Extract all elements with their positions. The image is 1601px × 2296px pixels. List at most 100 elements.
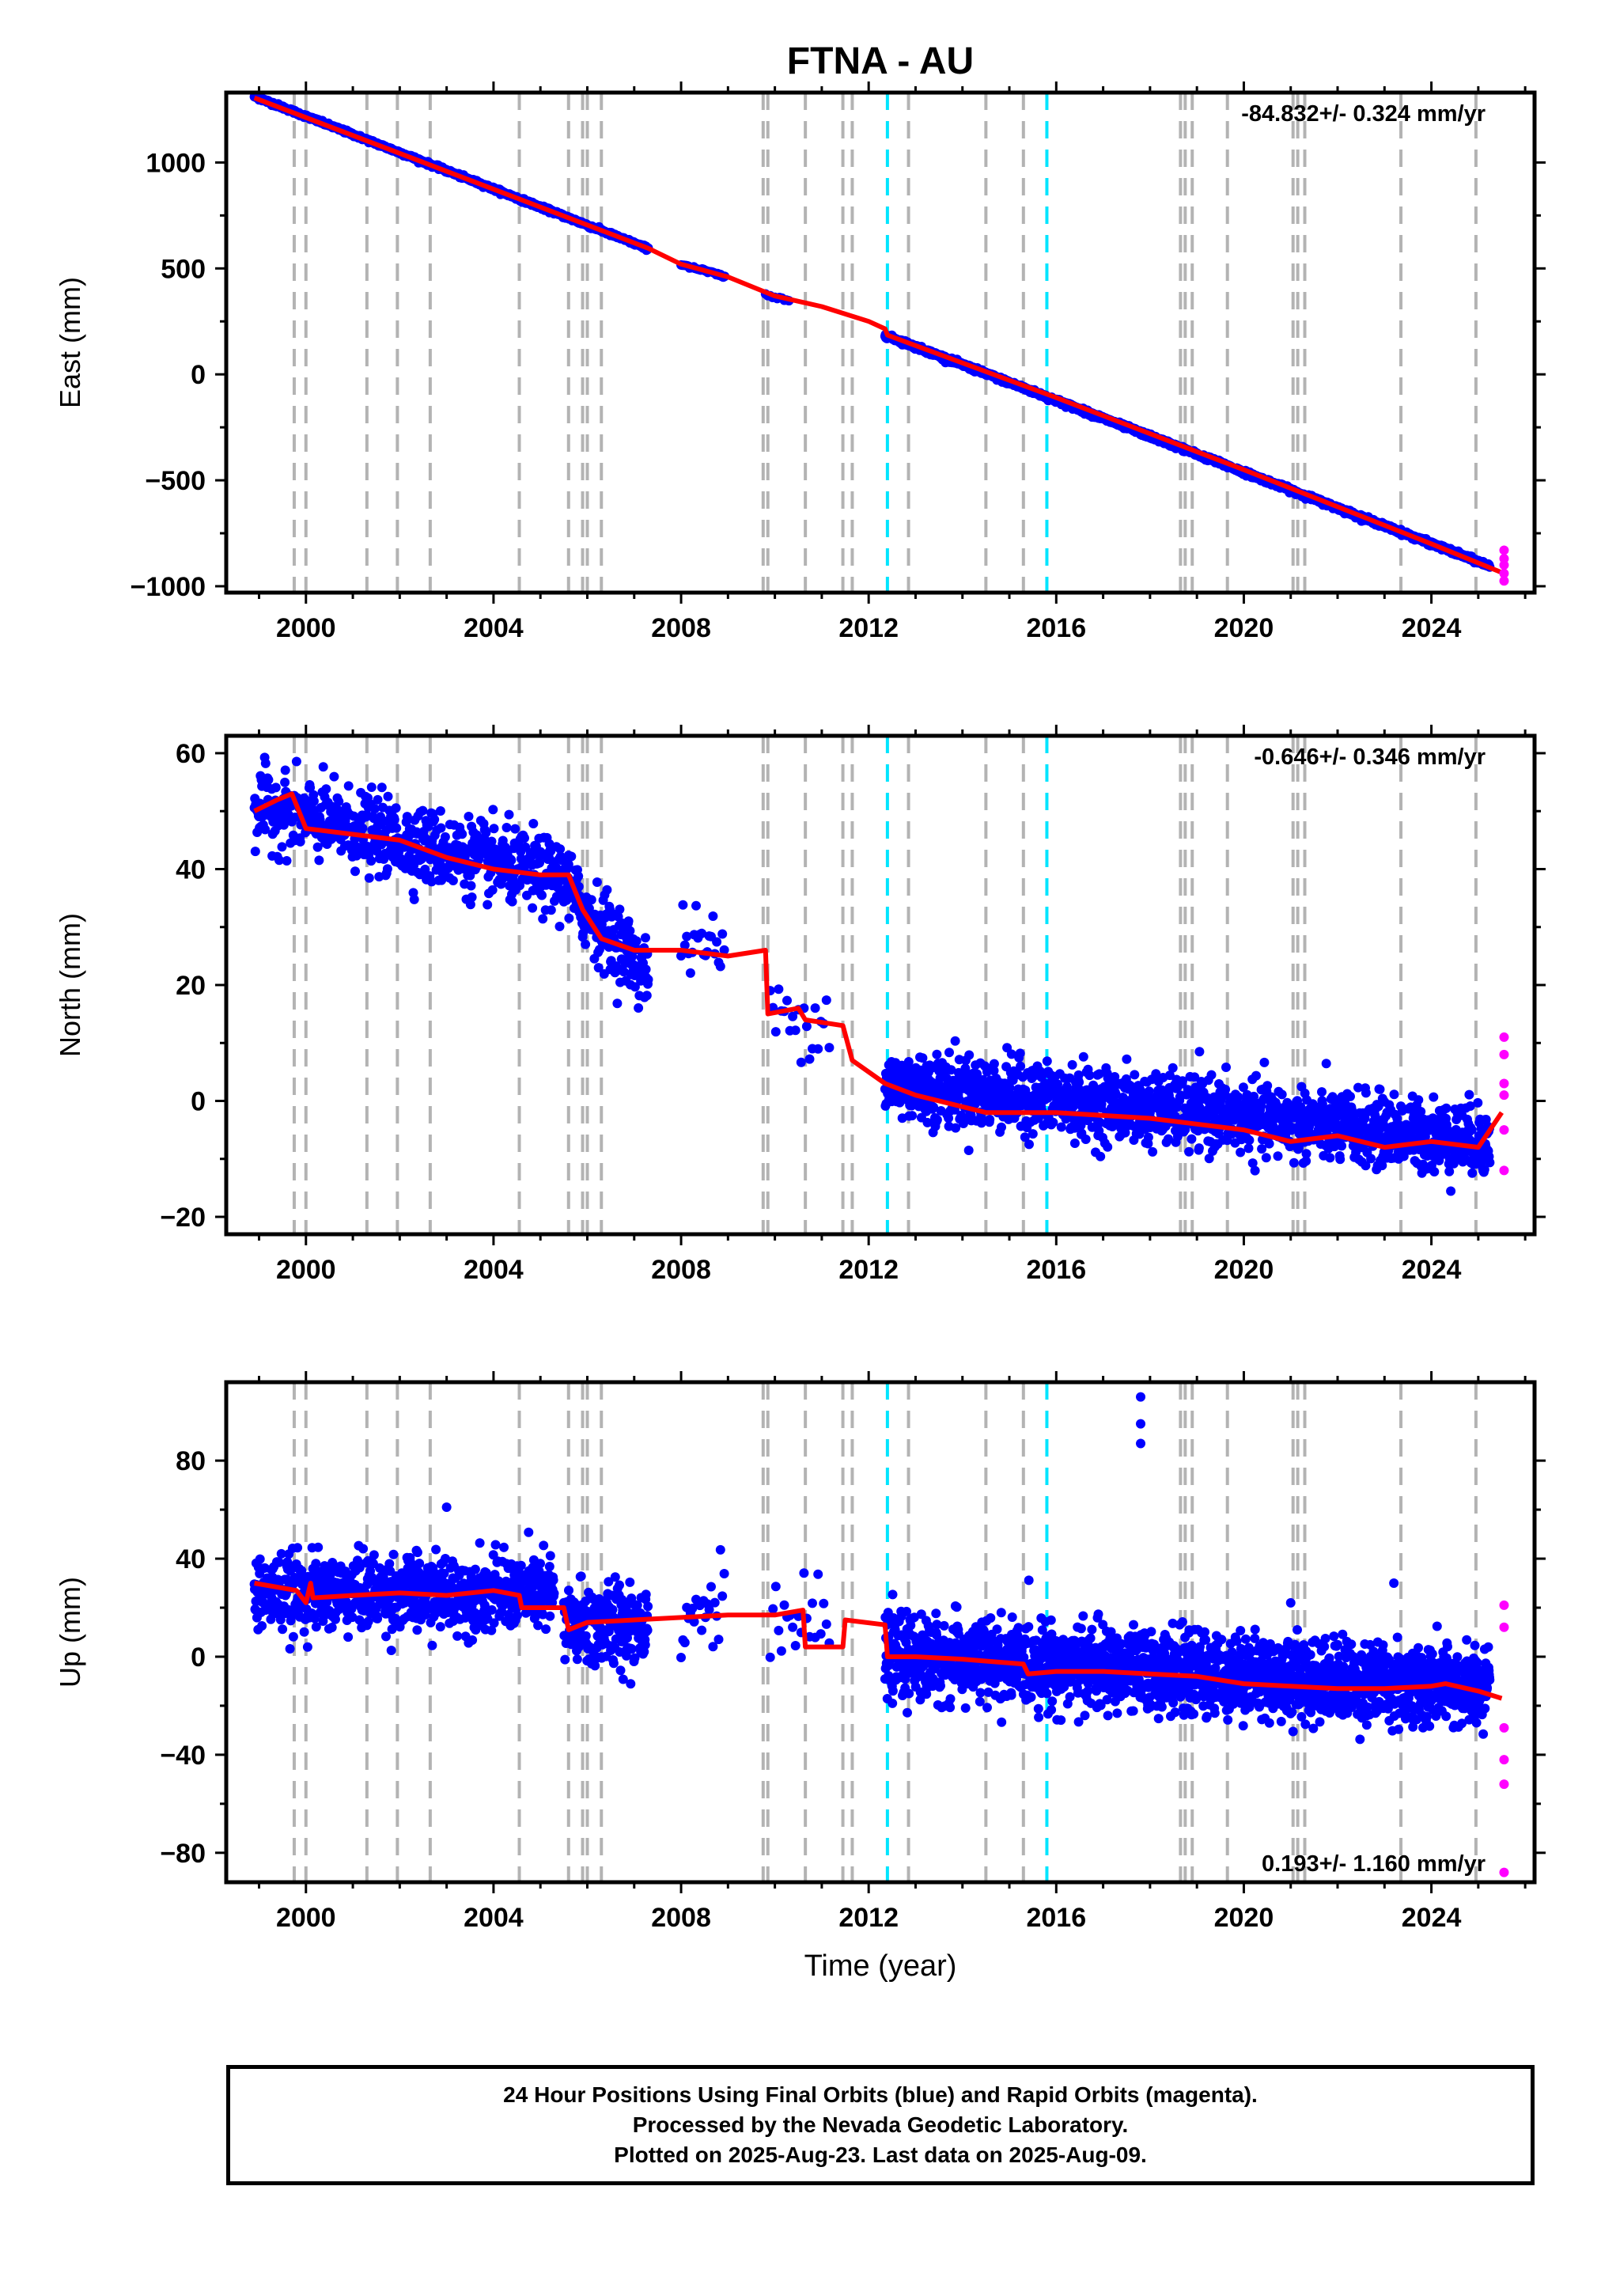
final-orbit-point bbox=[1178, 1076, 1187, 1086]
final-orbit-point bbox=[1399, 1151, 1409, 1161]
final-orbit-point bbox=[528, 903, 538, 913]
final-orbit-point bbox=[1233, 1092, 1243, 1102]
final-orbit-point bbox=[1130, 1070, 1140, 1080]
final-orbit-point bbox=[977, 1115, 987, 1125]
final-orbit-point bbox=[592, 877, 602, 887]
final-orbit-point bbox=[770, 1027, 781, 1037]
final-orbit-point bbox=[507, 896, 517, 907]
final-orbit-point bbox=[682, 931, 692, 942]
final-orbit-point bbox=[312, 842, 323, 852]
final-orbit-point bbox=[1184, 1146, 1194, 1157]
final-orbit-point bbox=[506, 855, 517, 866]
final-orbit-point bbox=[1289, 1157, 1299, 1168]
final-orbit-point bbox=[627, 951, 638, 961]
final-orbit-point bbox=[280, 765, 290, 775]
final-orbit-point bbox=[1236, 1147, 1246, 1157]
final-orbit-point bbox=[630, 982, 640, 992]
final-orbit-point bbox=[972, 1069, 982, 1079]
final-orbit-point bbox=[327, 832, 338, 843]
final-orbit-point bbox=[350, 866, 360, 877]
final-orbit-point bbox=[1261, 1153, 1271, 1163]
final-orbit-point bbox=[1081, 1135, 1091, 1144]
final-orbit-point bbox=[1028, 1129, 1038, 1139]
final-orbit-point bbox=[1361, 1088, 1371, 1098]
rapid-orbit-point bbox=[1499, 560, 1509, 570]
final-orbit-point bbox=[295, 836, 305, 847]
final-orbit-point bbox=[1273, 1151, 1283, 1161]
final-orbit-point bbox=[712, 937, 722, 947]
final-orbit-point bbox=[466, 881, 476, 891]
final-orbit-point bbox=[922, 1117, 933, 1127]
final-orbit-point bbox=[586, 895, 596, 905]
final-orbit-point bbox=[389, 815, 399, 824]
final-orbit-point bbox=[308, 796, 319, 806]
final-orbit-point bbox=[1088, 1080, 1099, 1090]
final-orbit-point bbox=[392, 823, 402, 833]
final-orbit-point bbox=[950, 1036, 960, 1046]
final-orbit-point bbox=[954, 1094, 964, 1104]
final-orbit-point bbox=[932, 1049, 942, 1059]
final-orbit-point bbox=[1194, 1143, 1204, 1154]
final-orbit-point bbox=[676, 951, 686, 961]
final-orbit-point bbox=[430, 814, 440, 824]
final-orbit-point bbox=[964, 1050, 975, 1060]
rate-annotation: -84.832+/- 0.324 mm/yr bbox=[1241, 101, 1486, 127]
final-orbit-point bbox=[573, 871, 584, 881]
final-orbit-point bbox=[715, 961, 725, 972]
rapid-orbit-point bbox=[1499, 568, 1509, 578]
final-orbit-point bbox=[1164, 1134, 1173, 1144]
final-orbit-point bbox=[538, 914, 548, 924]
final-orbit-point bbox=[435, 858, 445, 869]
final-orbit-point bbox=[501, 823, 512, 832]
final-orbit-point bbox=[366, 856, 377, 866]
final-orbit-point bbox=[305, 782, 316, 793]
final-orbit-point bbox=[1353, 1082, 1363, 1093]
final-orbit-point bbox=[584, 904, 594, 914]
final-orbit-point bbox=[314, 855, 324, 866]
final-orbit-point bbox=[1249, 1091, 1259, 1101]
final-orbit-point bbox=[641, 964, 651, 975]
final-orbit-point bbox=[418, 805, 428, 816]
final-orbit-point bbox=[1206, 1070, 1217, 1080]
final-orbit-point bbox=[768, 1002, 778, 1013]
panel-2: 2000 2004 2008 2012 2016 2020 2024−200204060No… bbox=[54, 725, 1546, 1285]
final-orbit-point bbox=[985, 1115, 995, 1124]
final-orbit-point bbox=[1243, 1143, 1254, 1154]
final-orbit-point bbox=[1257, 1144, 1267, 1154]
final-orbit-point bbox=[537, 890, 547, 900]
final-orbit-point bbox=[1346, 1091, 1355, 1101]
final-orbit-point bbox=[1048, 1117, 1058, 1127]
final-orbit-point bbox=[1073, 1070, 1084, 1080]
final-orbit-point bbox=[1414, 1095, 1424, 1105]
final-orbit-point bbox=[821, 995, 831, 1006]
final-orbit-point bbox=[1250, 1165, 1260, 1176]
final-orbit-point bbox=[824, 1043, 835, 1053]
final-orbit-point bbox=[1251, 1070, 1261, 1081]
y-tick-label: −500 bbox=[145, 466, 206, 496]
final-orbit-point bbox=[483, 900, 493, 910]
x-tick-label: 2000 bbox=[276, 613, 336, 643]
chart-title: FTNA - AU bbox=[787, 40, 974, 82]
final-orbit-point bbox=[1148, 1146, 1158, 1157]
final-orbit-point bbox=[1325, 1153, 1335, 1163]
final-orbit-point bbox=[1006, 1049, 1016, 1059]
panel-1: 2000 2004 2008 2012 2016 2020 2024−1000−500050… bbox=[54, 40, 1546, 643]
final-orbit-point bbox=[989, 1066, 999, 1076]
final-orbit-point bbox=[369, 804, 380, 814]
final-orbit-point bbox=[334, 797, 344, 806]
final-orbit-point bbox=[1262, 1081, 1273, 1091]
final-orbit-point bbox=[1361, 1161, 1371, 1171]
final-orbit-point bbox=[1187, 1134, 1197, 1144]
final-orbit-point bbox=[488, 805, 498, 815]
final-orbit-point bbox=[546, 905, 556, 915]
final-orbit-point bbox=[1194, 1047, 1205, 1057]
final-orbit-point bbox=[907, 1111, 918, 1121]
final-orbit-point bbox=[989, 1059, 999, 1069]
final-orbit-point bbox=[1078, 1051, 1088, 1062]
final-orbit-point bbox=[719, 945, 729, 955]
final-orbit-point bbox=[1221, 1063, 1231, 1072]
final-orbit-point bbox=[960, 1063, 971, 1074]
final-orbit-point bbox=[391, 803, 401, 813]
x-tick-label: 2008 bbox=[651, 613, 711, 643]
final-orbit-point bbox=[282, 856, 292, 866]
